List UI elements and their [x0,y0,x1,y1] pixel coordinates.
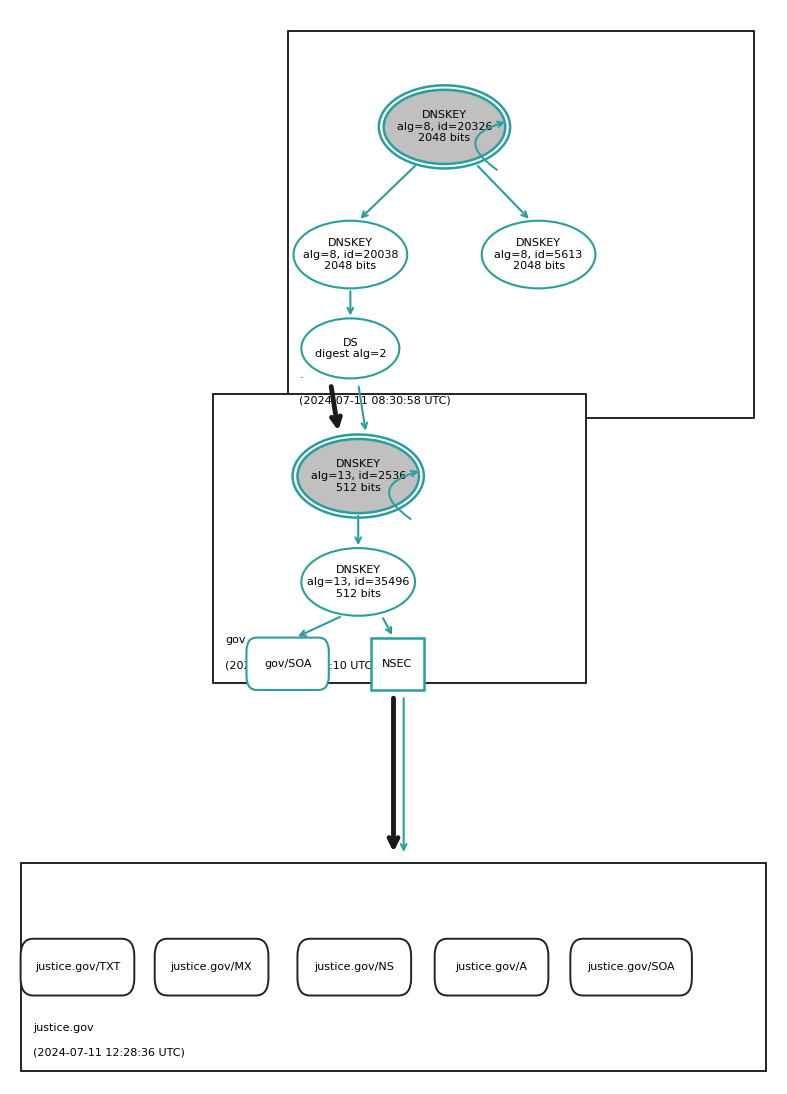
Text: DNSKEY
alg=8, id=20326
2048 bits: DNSKEY alg=8, id=20326 2048 bits [397,110,492,143]
Text: justice.gov/TXT: justice.gov/TXT [35,962,120,973]
Text: justice.gov: justice.gov [33,1023,94,1033]
Text: gov/SOA: gov/SOA [264,659,312,668]
Ellipse shape [294,221,407,289]
FancyBboxPatch shape [571,939,692,996]
Text: (2024-07-11 08:30:58 UTC): (2024-07-11 08:30:58 UTC) [299,395,451,405]
Bar [213,394,586,684]
Ellipse shape [301,548,415,616]
Text: (2024-07-11 12:28:36 UTC): (2024-07-11 12:28:36 UTC) [33,1048,185,1058]
Text: justice.gov/SOA: justice.gov/SOA [587,962,675,973]
Text: .: . [299,370,303,380]
FancyBboxPatch shape [297,939,411,996]
Text: DNSKEY
alg=8, id=20038
2048 bits: DNSKEY alg=8, id=20038 2048 bits [303,238,398,271]
Ellipse shape [482,221,596,289]
Text: DNSKEY
alg=13, id=2536
512 bits: DNSKEY alg=13, id=2536 512 bits [311,459,406,492]
Text: justice.gov/NS: justice.gov/NS [314,962,394,973]
Text: DS
digest alg=2: DS digest alg=2 [315,338,386,359]
FancyBboxPatch shape [246,638,329,690]
Ellipse shape [301,318,399,379]
Text: DNSKEY
alg=13, id=35496
512 bits: DNSKEY alg=13, id=35496 512 bits [307,566,409,598]
Text: NSEC: NSEC [382,659,412,668]
Text: DNSKEY
alg=8, id=5613
2048 bits: DNSKEY alg=8, id=5613 2048 bits [494,238,582,271]
FancyBboxPatch shape [155,939,268,996]
Text: justice.gov/A: justice.gov/A [456,962,527,973]
Bar [371,638,424,690]
Text: gov: gov [225,636,246,645]
Text: (2024-07-11 11:57:10 UTC): (2024-07-11 11:57:10 UTC) [225,661,376,671]
Text: justice.gov/MX: justice.gov/MX [171,962,253,973]
Ellipse shape [297,439,419,513]
Bar [21,863,766,1071]
Bar [287,31,754,418]
Ellipse shape [384,90,505,164]
FancyBboxPatch shape [20,939,135,996]
FancyBboxPatch shape [434,939,549,996]
